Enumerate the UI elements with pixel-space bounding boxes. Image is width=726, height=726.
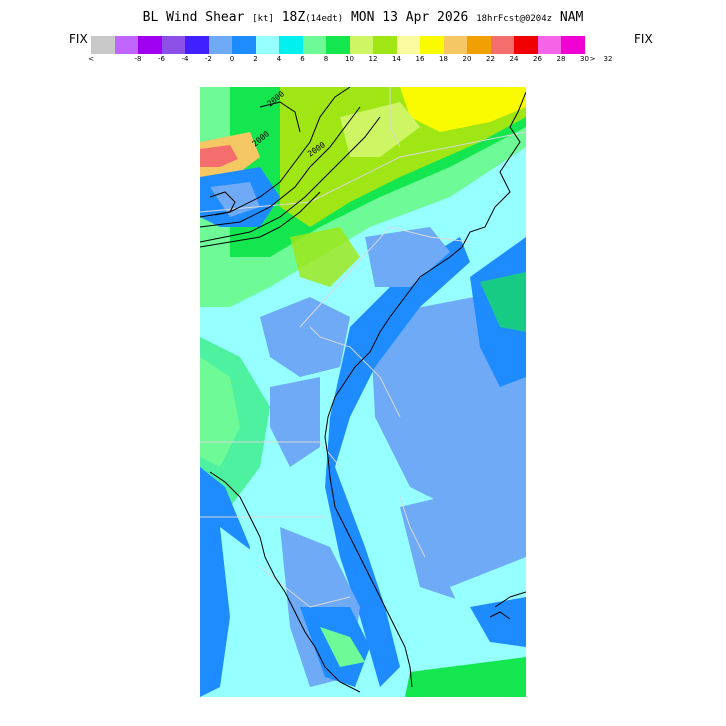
title-model: NAM xyxy=(559,10,584,25)
colorbar-swatch xyxy=(420,36,444,54)
colorbar-swatch xyxy=(396,36,420,54)
map-panel: 2000 2000 2000 xyxy=(200,87,526,697)
field-inland-blue-1 xyxy=(260,297,350,377)
colorbar-swatch xyxy=(373,36,397,54)
colorbar-swatch xyxy=(91,36,115,54)
map-title: BL Wind Shear [kt] 18Z(14edt) MON 13 Apr… xyxy=(0,10,726,25)
field-mid-blue xyxy=(365,227,450,287)
field-west-lightgreen xyxy=(200,357,240,467)
contour-4 xyxy=(200,191,321,248)
wind-shear-map: 2000 2000 2000 xyxy=(200,87,526,697)
colorbar-swatch xyxy=(537,36,561,54)
contour-5 xyxy=(259,101,301,133)
field-west-cyan xyxy=(220,527,280,697)
colorbar-tick-label: 22 xyxy=(486,55,495,63)
coastline xyxy=(209,91,526,693)
field-north-yellow xyxy=(400,87,526,132)
field-coastal-deep xyxy=(325,237,470,687)
title-main: BL Wind Shear xyxy=(142,10,245,25)
colorbar-swatch xyxy=(208,36,232,54)
field-nw-red xyxy=(200,145,238,167)
colorbar-tick-label: 18 xyxy=(439,55,448,63)
colorbar-swatch xyxy=(514,36,538,54)
colorbar-tick-label: 4 xyxy=(276,55,282,63)
state-line-3 xyxy=(299,226,471,328)
field-nw-lightblue xyxy=(210,182,260,217)
title-units: [kt] xyxy=(252,14,274,24)
colorbar-swatch xyxy=(114,36,138,54)
colorbar-swatch xyxy=(443,36,467,54)
colorbar-swatch xyxy=(490,36,514,54)
title-date: MON 13 Apr 2026 xyxy=(350,10,469,25)
colorbar-swatch xyxy=(255,36,279,54)
colorbar-ticks: < -8 -6 -4 -2 0 2 4 6 8 10 12 14 16 18 20 22 24 26 28 30 32 > xyxy=(88,55,636,65)
coastline-island-2 xyxy=(489,611,511,620)
colorbar-tick-label: -8 xyxy=(134,55,142,63)
colorbar-tick-label: 0 xyxy=(229,55,235,63)
colorbar-tick-label: 28 xyxy=(556,55,566,63)
colorbar-swatch xyxy=(138,36,162,54)
contour-1 xyxy=(200,87,351,218)
colorbar-tick-label: 8 xyxy=(323,55,329,63)
field-se-deep xyxy=(470,597,526,647)
state-line-8 xyxy=(399,496,426,558)
field-east-green-band xyxy=(480,272,526,332)
colorbar-tick-label: 14 xyxy=(392,55,401,63)
colorbar-left-arrow: < xyxy=(88,55,94,63)
colorbar-swatch xyxy=(279,36,303,54)
colorbar-swatch xyxy=(232,36,256,54)
state-line-5 xyxy=(200,441,341,468)
colorbar xyxy=(91,36,585,54)
field-north-paleyellow xyxy=(340,102,420,157)
colorbar-tick-label: 26 xyxy=(533,55,542,63)
field-west-deep xyxy=(200,467,250,697)
coastline-main xyxy=(324,91,526,688)
colorbar-right-label: FIX xyxy=(634,32,653,46)
colorbar-left-label: FIX xyxy=(69,32,88,46)
colorbar-tick-label: 32 xyxy=(603,55,613,63)
coastline-island-1 xyxy=(494,591,526,608)
colorbar-swatch xyxy=(161,36,185,54)
colorbar-tick-label: 12 xyxy=(368,55,378,63)
title-forecast: 18hrFcst@0204z xyxy=(476,14,553,24)
colorbar-swatch xyxy=(467,36,491,54)
title-time: 18Z xyxy=(281,10,306,25)
colorbar-right-arrow: > xyxy=(589,55,596,63)
colorbar-swatch xyxy=(561,36,585,54)
colorbar-swatch xyxy=(349,36,373,54)
colorbar-tick-label: -4 xyxy=(181,55,189,63)
colorbar-swatch xyxy=(326,36,350,54)
colorbar-swatch xyxy=(185,36,209,54)
colorbar-tick-label: 20 xyxy=(462,55,472,63)
colorbar-tick-label: -6 xyxy=(158,55,165,63)
colorbar-tick-label: 6 xyxy=(300,55,305,63)
contour-6 xyxy=(209,191,236,216)
field-north-green-patch xyxy=(290,227,360,287)
contour-2 xyxy=(200,106,361,228)
terrain-contours xyxy=(200,87,381,248)
state-line-2 xyxy=(389,87,401,148)
colorbar-tick-label: 24 xyxy=(509,55,519,63)
colorbar-swatch xyxy=(302,36,326,54)
colorbar-tick-label: 2 xyxy=(253,55,258,63)
field-gulf-green xyxy=(320,627,365,667)
coastline-gulf xyxy=(209,471,361,693)
field-south-green xyxy=(405,657,526,697)
state-line-4 xyxy=(309,326,401,418)
field-inland-blue-2 xyxy=(270,377,320,467)
contour-3 xyxy=(200,116,381,243)
colorbar-tick-label: -2 xyxy=(205,55,212,63)
colorbar-tick-label: 30 xyxy=(580,55,589,63)
colorbar-tick-label: 10 xyxy=(345,55,354,63)
title-local: (14edt) xyxy=(305,14,344,24)
state-line-1 xyxy=(200,131,526,213)
colorbar-tick-label: 16 xyxy=(415,55,425,63)
